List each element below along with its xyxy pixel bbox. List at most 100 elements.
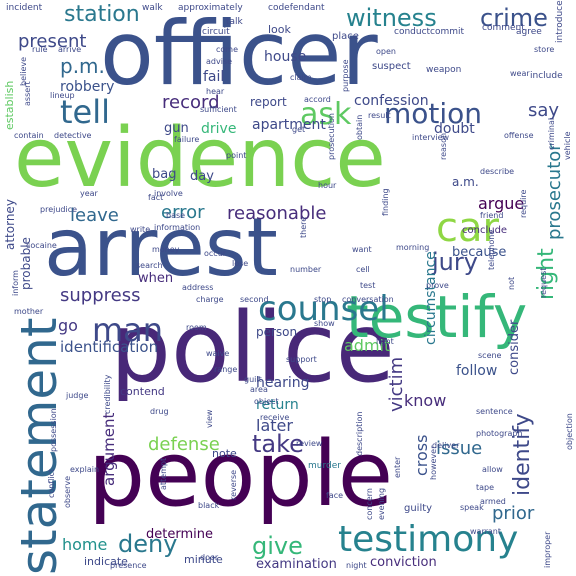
word-record: record [162, 92, 220, 113]
word-allow: allow [482, 465, 503, 474]
word-arrest: arrest [44, 201, 278, 294]
word-testimony: testimony [338, 519, 519, 560]
word-conversation: conversation [342, 295, 394, 304]
word-enter: enter [393, 456, 402, 478]
word-look: look [268, 23, 291, 36]
word-face: face [326, 491, 344, 500]
word-hear: hear [206, 87, 225, 96]
word-reverse: reverse [229, 469, 238, 500]
word-attorney: attorney [3, 199, 17, 250]
word-review: review [296, 439, 323, 448]
word-walk: walk [142, 3, 163, 13]
word-defense: defense [148, 434, 220, 455]
word-accord: accord [304, 95, 331, 104]
word-reason: reason [439, 132, 448, 160]
word-conclude: conclude [462, 225, 508, 236]
word-station: station [64, 2, 140, 27]
word-prior: prior [492, 503, 535, 524]
word-contend: contend [120, 385, 165, 398]
word-information: information [154, 223, 201, 232]
word-show: show [314, 319, 335, 328]
word-later: later [256, 416, 293, 435]
word-take: take [252, 430, 304, 458]
word-minute: minute [184, 553, 223, 566]
word-hearing: hearing [256, 375, 310, 391]
word-fact: fact [148, 193, 164, 202]
word-commit: commit [430, 27, 465, 37]
word-officer: officer [100, 2, 378, 105]
word-store: store [534, 45, 555, 54]
word-credibility: credibility [103, 374, 112, 414]
word-come: come [216, 45, 239, 54]
word-conduct: conduct [394, 27, 431, 37]
word-circumstance: circumstance [423, 251, 439, 345]
word-friend: friend [480, 211, 504, 220]
word-room: room [186, 323, 207, 332]
word-issue: issue [436, 438, 483, 459]
word-involve: involve [154, 189, 183, 198]
word-vehicle: vehicle [563, 131, 572, 161]
word-lose: lose [232, 259, 249, 268]
word-suspect: suspect [372, 61, 411, 72]
word-evidence: evidence [14, 111, 386, 206]
word-house: house [264, 49, 307, 65]
word-result: result [368, 111, 391, 120]
word-require: require [519, 189, 528, 218]
word-inform: inform [11, 270, 20, 296]
word-receive: receive [260, 413, 290, 422]
word-wear: wear [510, 69, 530, 78]
word-people: people [88, 422, 394, 527]
word-consider: consider [507, 319, 522, 375]
word-point: point [226, 151, 247, 160]
word-presence: presence [110, 561, 147, 570]
word-reasonable: reasonable [227, 203, 327, 224]
word-armed: armed [480, 497, 506, 506]
word-conviction: conviction [370, 555, 437, 570]
word-explain: explain [70, 465, 100, 474]
word-circuit: circuit [202, 27, 230, 37]
word-say: say [528, 100, 560, 121]
word-mother: mother [14, 307, 44, 316]
word-error: error [161, 202, 205, 223]
word-admit: admit [344, 336, 391, 355]
word-cross: cross [412, 434, 431, 476]
word-failure: failure [174, 135, 200, 144]
word-present: present [18, 31, 87, 52]
word-establish: establish [3, 80, 16, 130]
word-testify: testify [346, 283, 528, 351]
word-cell: cell [356, 265, 370, 274]
word-base: base [166, 211, 186, 220]
word-observe: observe [63, 475, 72, 508]
word-black: black [198, 501, 220, 510]
word-criminal: criminal [547, 117, 556, 150]
word-bag: bag [152, 167, 177, 182]
word-follow: follow [456, 363, 498, 379]
word-improper: improper [543, 531, 552, 568]
word-area: area [250, 385, 268, 394]
word-speak: speak [460, 503, 484, 512]
word-counsel: counsel [258, 289, 389, 329]
word-arrive: arrive [58, 45, 82, 54]
word-man: man [92, 311, 164, 349]
word-day: day [190, 169, 214, 184]
word-approximately: approximately [178, 3, 243, 13]
word-suppress: suppress [60, 285, 141, 306]
word-waive: waive [206, 349, 230, 358]
word-doubt: doubt [434, 121, 475, 137]
word-person: person [256, 325, 298, 339]
word-tell: tell [60, 93, 111, 131]
word-include: include [530, 71, 563, 81]
word-witness: witness [346, 4, 437, 32]
word-objection: objection [565, 413, 574, 450]
word-offense: offense [504, 131, 534, 140]
word-prosecutor: prosecutor [544, 143, 565, 240]
word-because: because [452, 245, 507, 260]
word-introduce: introduce [555, 0, 565, 43]
word-night: night [346, 561, 367, 570]
word-ask: ask [300, 97, 352, 132]
word-return: return [256, 397, 299, 413]
word-examination: examination [256, 557, 337, 572]
word-obtain: obtain [355, 114, 364, 140]
word-argument: argument [100, 412, 118, 486]
word-fail: fail [203, 69, 225, 85]
